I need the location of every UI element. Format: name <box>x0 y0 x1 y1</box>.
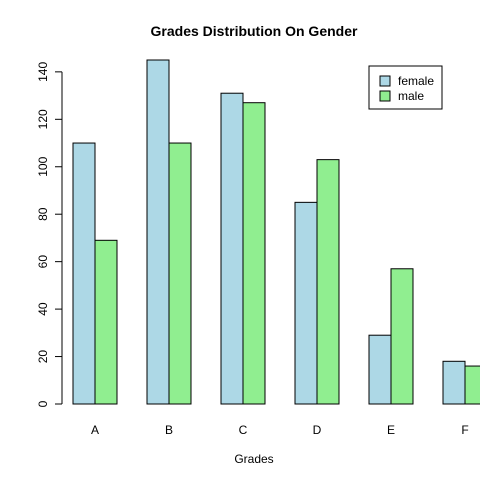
y-tick-label: 40 <box>36 302 50 316</box>
legend-label-male: male <box>398 89 424 103</box>
bar-female-A <box>72 142 96 405</box>
x-tick-label: D <box>313 423 322 437</box>
bar-female-B <box>146 59 170 405</box>
bar-male-E <box>390 268 414 405</box>
bar-male-F <box>464 365 480 405</box>
y-tick-label: 0 <box>36 400 50 407</box>
legend-label-female: female <box>398 74 434 88</box>
legend-swatch-male <box>379 90 391 102</box>
legend-swatch-female <box>379 75 391 87</box>
bar-female-D <box>294 201 318 405</box>
x-tick-label: A <box>91 423 99 437</box>
bar-female-C <box>220 92 244 405</box>
bar-male-A <box>94 239 118 405</box>
y-tick-label: 120 <box>36 109 50 129</box>
legend-box <box>368 65 443 110</box>
bar-female-E <box>368 334 392 405</box>
x-tick-label: F <box>461 423 468 437</box>
x-tick-label: C <box>239 423 248 437</box>
x-tick-label: E <box>387 423 395 437</box>
bars-group <box>72 59 480 405</box>
y-tick-label: 100 <box>36 156 50 176</box>
chart-title: Grades Distribution On Gender <box>151 23 358 39</box>
bar-male-D <box>316 159 340 405</box>
y-tick-label: 80 <box>36 207 50 221</box>
bar-male-B <box>168 142 192 405</box>
x-tick-label: B <box>165 423 173 437</box>
y-tick-label: 140 <box>36 62 50 82</box>
x-axis-label: Grades <box>234 452 273 466</box>
bar-male-C <box>242 102 266 405</box>
y-axis: 0 20 40 60 80 100 120 140 <box>36 62 63 407</box>
bar-female-F <box>442 360 466 405</box>
x-axis-labels: A B C D E F <box>91 423 469 437</box>
y-tick-label: 20 <box>36 350 50 364</box>
y-tick-label: 60 <box>36 255 50 269</box>
